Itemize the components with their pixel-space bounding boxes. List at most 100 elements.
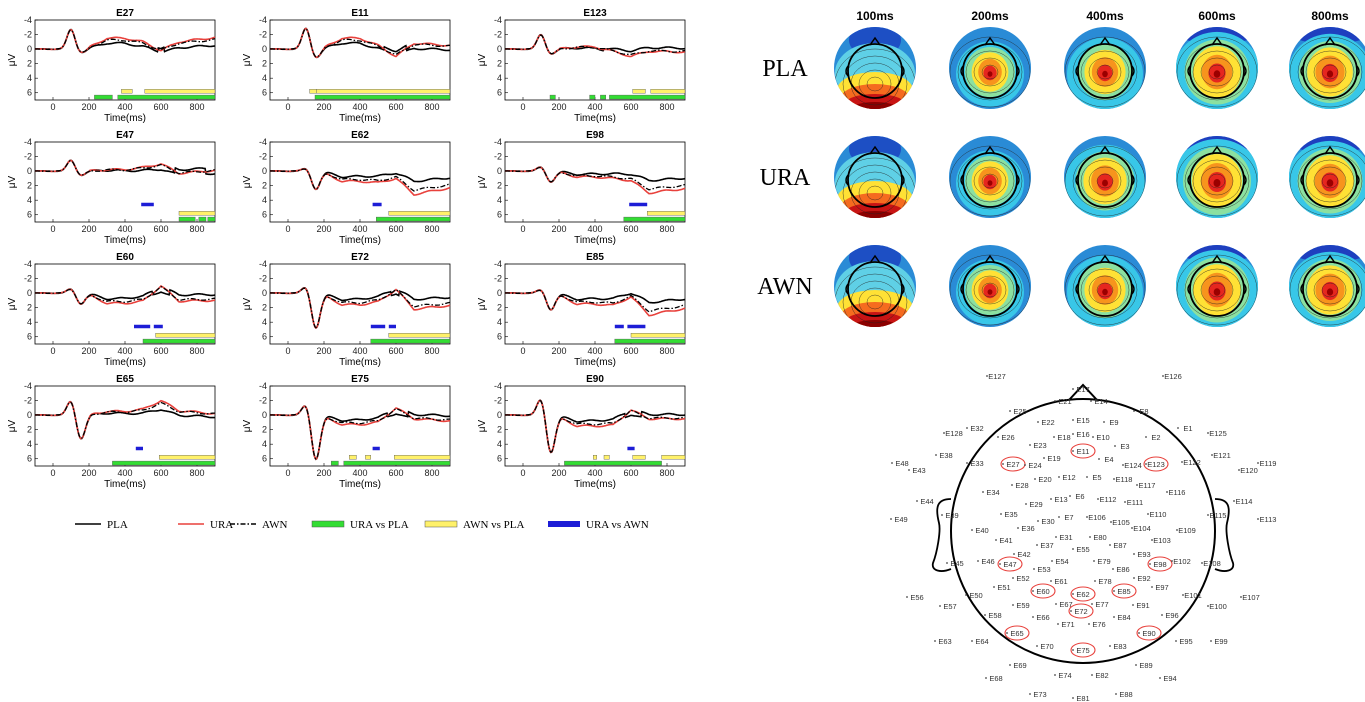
electrode-dot xyxy=(1240,596,1242,598)
contour-layer xyxy=(1326,179,1334,187)
contour-line xyxy=(1208,173,1226,189)
electrode-dot xyxy=(1088,623,1090,625)
electrode-label: E38 xyxy=(939,451,952,460)
y-tick-label: 2 xyxy=(27,181,32,191)
head-outline xyxy=(1189,152,1245,208)
erp-panel-e27: E27 -4 -2 0 2 4 6 0 200 400 600 800 Time(ms) μV xyxy=(7,8,216,124)
plot-frame xyxy=(269,385,451,467)
topomap-awn-800ms xyxy=(1289,245,1365,327)
nose xyxy=(1211,254,1223,264)
right-ear xyxy=(901,65,905,77)
electrode-label: E98 xyxy=(1153,560,1166,569)
electrode-e45: E45 xyxy=(946,559,964,568)
electrode-dot xyxy=(1159,677,1161,679)
electrode-label: E67 xyxy=(1059,600,1072,609)
contour-line xyxy=(842,164,908,218)
series-ura xyxy=(270,405,451,461)
electrode-e95: E95 xyxy=(1175,637,1193,646)
electrode-dot xyxy=(1055,603,1057,605)
electrode-dot xyxy=(1053,436,1055,438)
plot-frame xyxy=(504,141,686,223)
electrode-e78: E78 xyxy=(1094,577,1112,586)
contour-line xyxy=(1192,268,1242,312)
left-ear xyxy=(1075,65,1079,77)
left-ear xyxy=(1300,65,1304,77)
contour-line xyxy=(1088,166,1122,196)
y-axis-label: μV xyxy=(242,419,253,432)
electrode-e75: E75 xyxy=(1070,642,1096,658)
contour-line xyxy=(965,159,1015,203)
electrode-map: E127 E126 E17 E14 E21 E25 E22 E15 E9 E8 E128 E32 E26… xyxy=(890,372,1276,702)
contour-layer xyxy=(1326,288,1334,296)
y-tick-label: 4 xyxy=(27,195,32,205)
right-ear xyxy=(1016,283,1020,295)
condition-label: PLA xyxy=(762,56,808,82)
contour-line xyxy=(842,273,908,327)
x-tick-label: 200 xyxy=(551,224,566,234)
electrode-e126: E126 xyxy=(1162,372,1182,381)
contour-layer xyxy=(987,180,993,186)
contour-line xyxy=(866,294,884,310)
electrode-e60: E60 xyxy=(1030,583,1056,599)
y-tick-label: -4 xyxy=(24,381,32,391)
electrode-dot xyxy=(1070,610,1072,612)
series-awn xyxy=(269,405,451,460)
electrode-dot xyxy=(997,436,999,438)
topomap-pla-200ms xyxy=(949,27,1031,109)
electrode-dot xyxy=(1036,645,1038,647)
electrode-dot xyxy=(1113,590,1115,592)
electrode-dot xyxy=(1051,560,1053,562)
sig-bar-yellow xyxy=(630,333,686,338)
electrode-label: E124 xyxy=(1124,461,1142,470)
electrode-e110: E110 xyxy=(1147,510,1166,519)
x-axis-label: Time(ms) xyxy=(574,235,616,246)
contour-line xyxy=(1208,282,1226,298)
y-axis-label: μV xyxy=(7,297,18,310)
right-ear xyxy=(1131,174,1135,186)
nose xyxy=(1099,36,1111,46)
head-outline xyxy=(847,43,903,99)
sig-bar-yellow xyxy=(603,455,610,460)
electrode-e88: E88 xyxy=(1115,690,1133,699)
electrode-e36: E36 xyxy=(1017,524,1035,533)
negative-region xyxy=(1289,27,1365,44)
electrode-label: E32 xyxy=(970,424,983,433)
erp-panel-e60: E60 -4 -2 0 2 4 6 0 200 400 600 800 Time(ms) μV xyxy=(7,252,216,368)
time-header: 600ms xyxy=(1198,9,1236,23)
contour-line xyxy=(1200,166,1234,196)
panel-title: E62 xyxy=(351,130,369,141)
electrode-e111: E111 xyxy=(1124,498,1143,507)
electrode-label: E77 xyxy=(1095,600,1108,609)
sig-bar-yellow xyxy=(388,333,451,338)
contour-line xyxy=(1313,166,1347,196)
head-outline xyxy=(950,398,1216,664)
contour-line xyxy=(973,57,1007,87)
sig-bar-green xyxy=(370,338,451,344)
electrode-dot xyxy=(935,454,937,456)
electrode-label: E122 xyxy=(1183,458,1201,467)
electrode-e67: E67 xyxy=(1055,600,1073,609)
y-tick-label: -4 xyxy=(494,259,502,269)
electrode-label: E52 xyxy=(1016,574,1029,583)
sig-bar-blue xyxy=(372,202,382,207)
electrode-dot xyxy=(1207,432,1209,434)
electrode-e48: E48 xyxy=(891,459,909,468)
electrode-e35: E35 xyxy=(1000,510,1018,519)
contour-line xyxy=(1192,50,1242,94)
electrode-dot xyxy=(1032,616,1034,618)
negative-region xyxy=(1176,245,1258,262)
electrode-dot xyxy=(1032,590,1034,592)
nose xyxy=(869,254,881,264)
contour-line xyxy=(1088,57,1122,87)
left-ear xyxy=(960,174,964,186)
topomap-ura-100ms xyxy=(834,136,916,218)
electrode-label: E7 xyxy=(1064,513,1073,522)
negative-region xyxy=(1176,27,1258,44)
electrode-dot xyxy=(1181,461,1183,463)
sig-bar-yellow xyxy=(158,455,216,460)
electrode-e3: E3 xyxy=(1114,442,1130,451)
contour-layer xyxy=(987,71,993,77)
electrode-e91: E91 xyxy=(1132,601,1150,610)
electrode-dot xyxy=(1072,697,1074,699)
electrode-e63: E63 xyxy=(934,637,952,646)
